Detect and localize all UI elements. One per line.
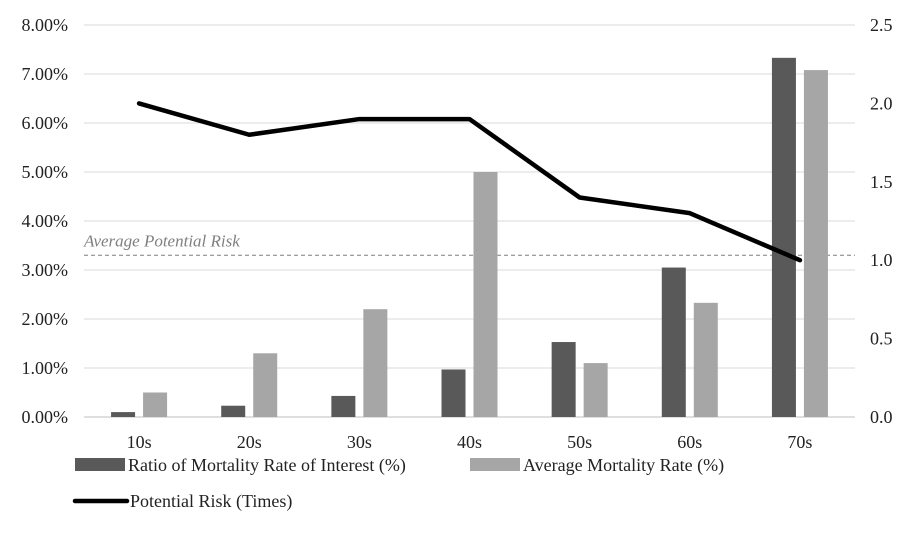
line-series-group (136, 101, 803, 263)
y-right-tick-label: 1.5 (870, 172, 893, 192)
y-right-tick-label: 0.5 (870, 329, 893, 349)
x-tick-label: 30s (347, 432, 372, 452)
y-left-tick-label: 1.00% (22, 358, 69, 378)
bar (771, 57, 796, 418)
y-right-tick-label: 2.0 (870, 93, 893, 113)
legend: Ratio of Mortality Rate of Interest (%) A… (72, 455, 724, 512)
y-left-tick-label: 7.00% (22, 64, 69, 84)
y-left-tick-label: 6.00% (22, 113, 69, 133)
reference-line-group: Average Potential Risk (83, 231, 855, 256)
y-right-tick-label: 2.5 (870, 15, 893, 35)
x-tick-label: 50s (567, 432, 592, 452)
x-tick-label: 60s (677, 432, 702, 452)
bar (221, 405, 246, 417)
x-tick-label: 20s (237, 432, 262, 452)
bar (331, 395, 356, 417)
bar (253, 353, 278, 417)
y-left-tick-label: 0.00% (22, 407, 69, 427)
x-tick-label: 10s (127, 432, 152, 452)
bar (143, 392, 168, 417)
y-left-tick-label: 8.00% (22, 15, 69, 35)
y-left-tick-label: 2.00% (22, 309, 69, 329)
axis-labels: 0.00% 1.00% 2.00% 3.00% 4.00% 5.00% 6.00% 7.00%… (22, 15, 893, 452)
legend-label: Average Mortality Rate (%) (523, 455, 724, 476)
bar (111, 412, 136, 417)
legend-label: Potential Risk (Times) (130, 491, 292, 512)
bar (551, 342, 576, 417)
x-tick-label: 70s (787, 432, 812, 452)
bar (441, 369, 466, 417)
bars-group (111, 57, 828, 418)
bar (363, 309, 388, 417)
bar (803, 70, 828, 417)
bar (661, 267, 686, 417)
y-left-tick-label: 3.00% (22, 260, 69, 280)
bar (693, 302, 718, 417)
bar (583, 363, 608, 417)
y-left-tick-label: 5.00% (22, 162, 69, 182)
y-right-tick-label: 1.0 (870, 250, 893, 270)
x-tick-label: 40s (457, 432, 482, 452)
reference-line-label: Average Potential Risk (83, 231, 240, 250)
gridlines (84, 24, 855, 418)
bar (473, 172, 498, 417)
y-left-tick-label: 4.00% (22, 211, 69, 231)
legend-label: Ratio of Mortality Rate of Interest (%) (128, 455, 406, 476)
legend-swatch (75, 458, 125, 471)
y-right-tick-label: 0.0 (870, 407, 893, 427)
legend-swatch (470, 458, 520, 471)
